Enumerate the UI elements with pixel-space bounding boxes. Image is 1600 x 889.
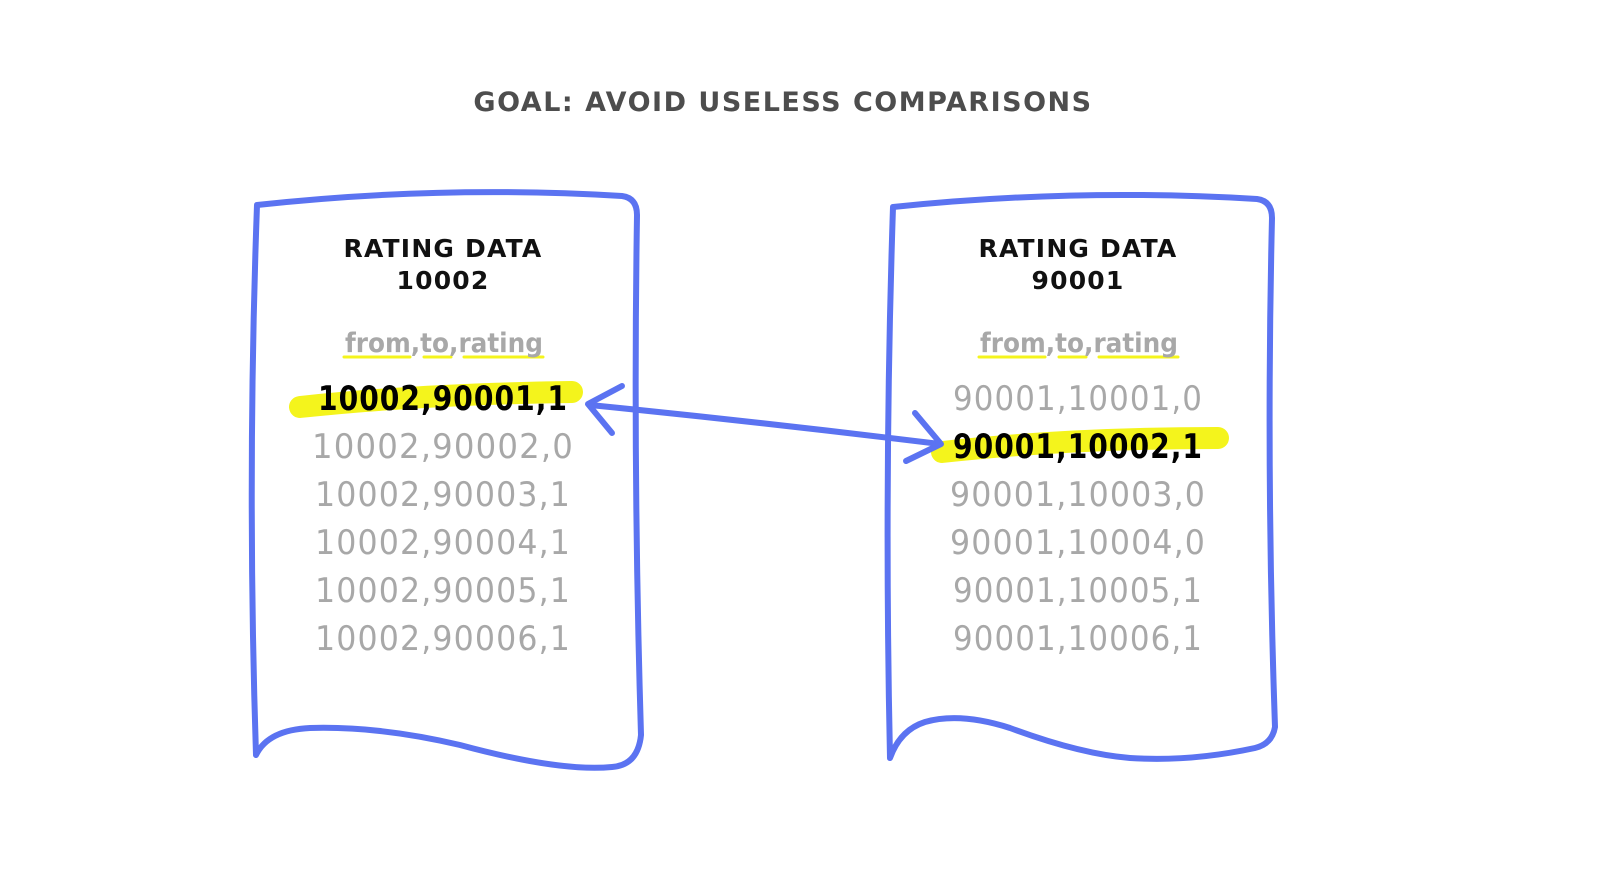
data-row: 10002,90003,1 — [315, 475, 571, 515]
page-title: GOAL: AVOID USELESS COMPARISONS — [473, 87, 1092, 118]
document-id: 90001 — [1032, 266, 1125, 295]
document-title: RATING DATA — [979, 234, 1178, 263]
column-header: from,to,rating — [977, 328, 1180, 359]
data-rows: 10002,90001,1 10002,90002,0 10002,90003,… — [312, 379, 574, 659]
document-outline-left — [248, 189, 644, 771]
row-highlight-marker — [931, 427, 1229, 463]
comparison-link-arrow — [585, 383, 944, 464]
arrow-head-left — [585, 383, 625, 436]
header-from: from — [345, 328, 411, 359]
rating-document-left: RATING DATA 10002 from,to,rating 10002,9… — [248, 189, 644, 771]
data-row-highlighted: 10002,90001,1 — [318, 379, 568, 419]
arrow-head-right — [903, 410, 944, 464]
data-row: 90001,10001,0 — [953, 379, 1203, 419]
data-row: 10002,90002,0 — [312, 427, 574, 467]
header-separator: , — [1084, 328, 1093, 359]
header-from: from — [980, 328, 1046, 359]
header-text: from,to,rating — [980, 328, 1178, 359]
header-to: to — [1055, 328, 1084, 359]
document-title: RATING DATA — [344, 234, 543, 263]
data-row: 90001,10005,1 — [953, 571, 1203, 611]
document-outline-right — [884, 191, 1278, 762]
data-row: 10002,90004,1 — [315, 523, 571, 563]
document-id: 10002 — [397, 266, 490, 295]
header-separator: , — [411, 328, 420, 359]
data-rows: 90001,10001,0 90001,10002,1 90001,10003,… — [950, 379, 1206, 659]
data-row: 90001,10004,0 — [950, 523, 1206, 563]
header-rating: rating — [458, 328, 543, 359]
column-header: from,to,rating — [342, 328, 545, 359]
header-to: to — [420, 328, 449, 359]
row-highlight-marker — [289, 381, 583, 418]
header-separator: , — [1046, 328, 1055, 359]
data-row: 10002,90006,1 — [315, 619, 571, 659]
arrow-shaft — [587, 402, 943, 447]
data-row-highlighted: 90001,10002,1 — [953, 427, 1203, 467]
header-rating: rating — [1093, 328, 1178, 359]
data-row: 90001,10003,0 — [950, 475, 1206, 515]
rating-document-right: RATING DATA 90001 from,to,rating 90001,1… — [884, 191, 1278, 762]
data-row: 10002,90005,1 — [315, 571, 571, 611]
header-text: from,to,rating — [345, 328, 543, 359]
header-separator: , — [449, 328, 458, 359]
data-row: 90001,10006,1 — [953, 619, 1203, 659]
